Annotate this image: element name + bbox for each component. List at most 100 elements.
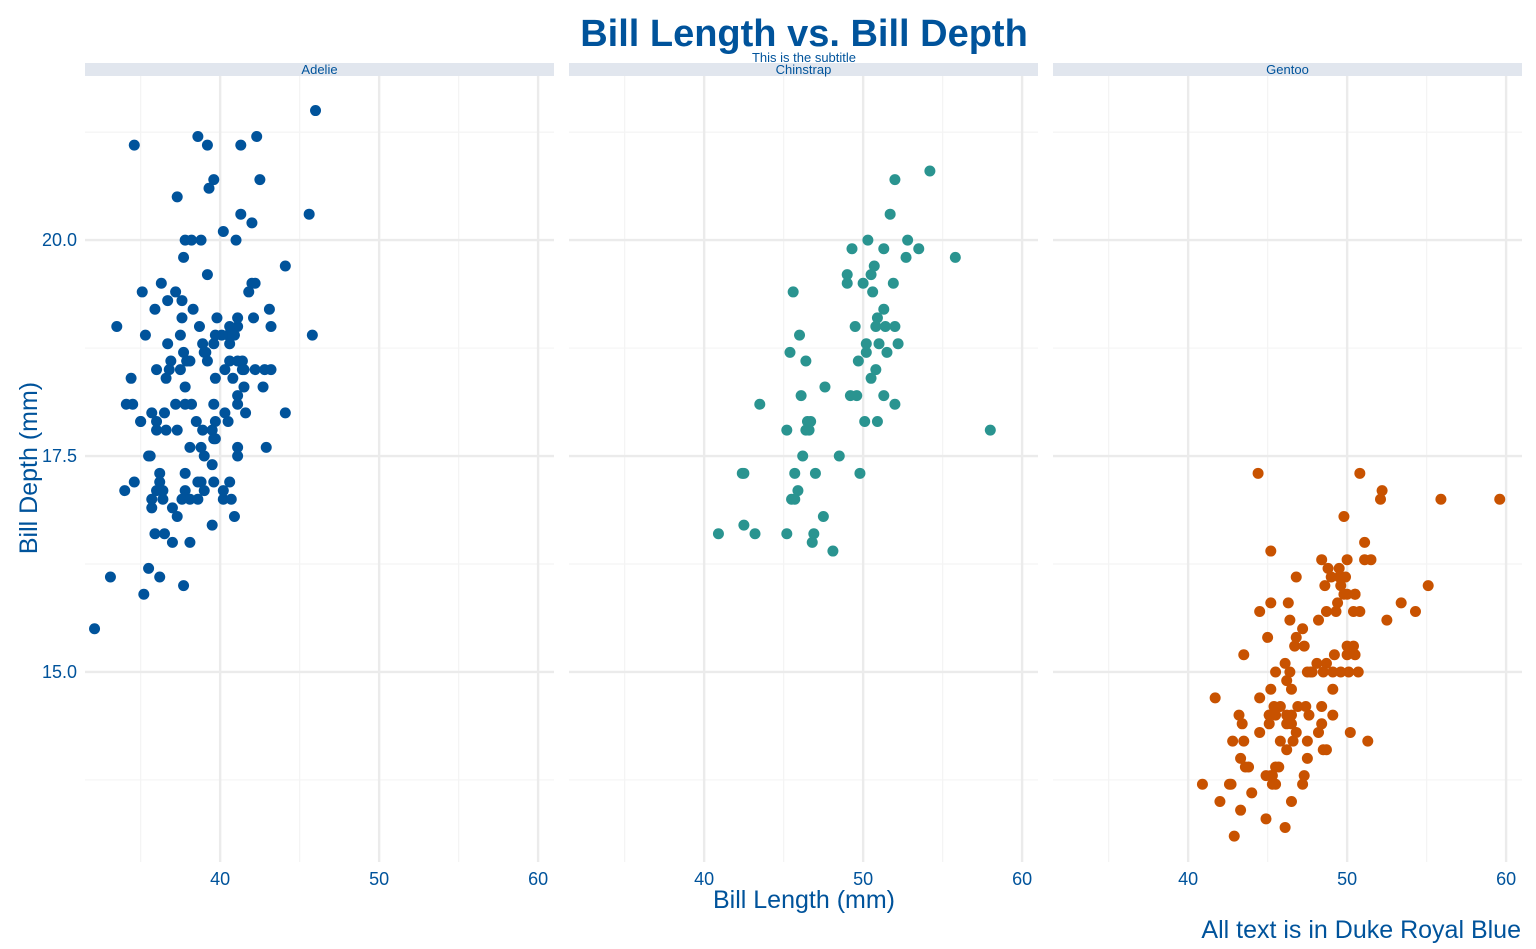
data-point [902, 234, 914, 246]
data-point [1340, 571, 1352, 583]
data-point [155, 277, 167, 289]
x-tick-label: 60 [1012, 869, 1032, 889]
data-point [217, 493, 229, 505]
data-point [878, 243, 890, 255]
data-point [310, 105, 322, 117]
data-point [119, 485, 131, 497]
data-point [879, 320, 891, 332]
data-point [1359, 536, 1371, 548]
data-point [860, 346, 872, 358]
data-point [1298, 640, 1310, 652]
data-point [232, 390, 244, 402]
data-point [176, 295, 188, 307]
data-point [224, 338, 236, 350]
data-point [789, 467, 801, 479]
data-point [1347, 606, 1359, 618]
data-point [1285, 683, 1297, 695]
data-point [151, 485, 163, 497]
data-point [201, 139, 213, 151]
data-point [227, 372, 239, 384]
data-point [1322, 562, 1334, 574]
data-point [170, 286, 182, 298]
data-point [1311, 657, 1323, 669]
data-point [827, 545, 839, 557]
data-point [139, 329, 151, 341]
data-point [279, 407, 291, 419]
data-point [206, 424, 218, 436]
data-point [198, 485, 210, 497]
data-point [846, 243, 858, 255]
data-point [206, 519, 218, 531]
data-point [1279, 657, 1291, 669]
data-point [1225, 778, 1237, 790]
data-point [862, 234, 874, 246]
data-point [1354, 467, 1366, 479]
data-point [1301, 666, 1313, 678]
data-point [1317, 666, 1329, 678]
data-point [176, 493, 188, 505]
data-point [174, 364, 186, 376]
data-point [187, 303, 199, 315]
chart-caption: All text is in Duke Royal Blue [1201, 916, 1521, 944]
data-point [1352, 666, 1364, 678]
data-point [249, 277, 261, 289]
data-point [1196, 778, 1208, 790]
facet-strip-gentoo [1053, 63, 1522, 76]
data-point [784, 346, 796, 358]
facet-label-adelie: Adelie [301, 62, 337, 77]
data-point [913, 243, 925, 255]
data-point [889, 174, 901, 186]
data-point [1284, 614, 1296, 626]
data-point [984, 424, 996, 436]
data-point [1281, 675, 1293, 687]
x-tick-label: 40 [210, 869, 230, 889]
data-point [1338, 511, 1350, 523]
data-point [1298, 770, 1310, 782]
data-point [1235, 804, 1247, 816]
data-point [192, 130, 204, 142]
data-point [1290, 631, 1302, 643]
data-point [1375, 493, 1387, 505]
data-point [1266, 778, 1278, 790]
data-point [135, 415, 147, 427]
data-point [1246, 787, 1258, 799]
data-point [158, 528, 170, 540]
data-point [195, 441, 207, 453]
data-point [1365, 554, 1377, 566]
data-point [238, 381, 250, 393]
data-point [1327, 709, 1339, 721]
data-point [1335, 580, 1347, 592]
data-point [792, 485, 804, 497]
data-point [230, 234, 242, 246]
data-point [738, 519, 750, 531]
data-point [787, 286, 799, 298]
data-point [184, 493, 196, 505]
data-point [171, 424, 183, 436]
data-point [1290, 726, 1302, 738]
data-point [1297, 623, 1309, 635]
data-point [868, 260, 880, 272]
data-point [1325, 571, 1337, 583]
data-point [1341, 649, 1353, 661]
data-point [1344, 726, 1356, 738]
data-point [889, 398, 901, 410]
x-tick-label: 50 [369, 869, 389, 889]
data-point [232, 320, 244, 332]
data-point [240, 407, 252, 419]
data-point [738, 467, 750, 479]
data-point [151, 364, 163, 376]
data-point [833, 450, 845, 462]
data-point [860, 338, 872, 350]
y-axis-title: Bill Depth (mm) [15, 382, 43, 554]
data-point [192, 493, 204, 505]
data-point [841, 277, 853, 289]
data-point [1333, 562, 1345, 574]
data-point [1347, 640, 1359, 652]
facet-strip-chinstrap [569, 63, 1038, 76]
data-point [878, 390, 890, 402]
data-point [254, 174, 266, 186]
data-point [857, 277, 869, 289]
data-point [171, 511, 183, 523]
data-point [1273, 761, 1285, 773]
data-point [887, 277, 899, 289]
